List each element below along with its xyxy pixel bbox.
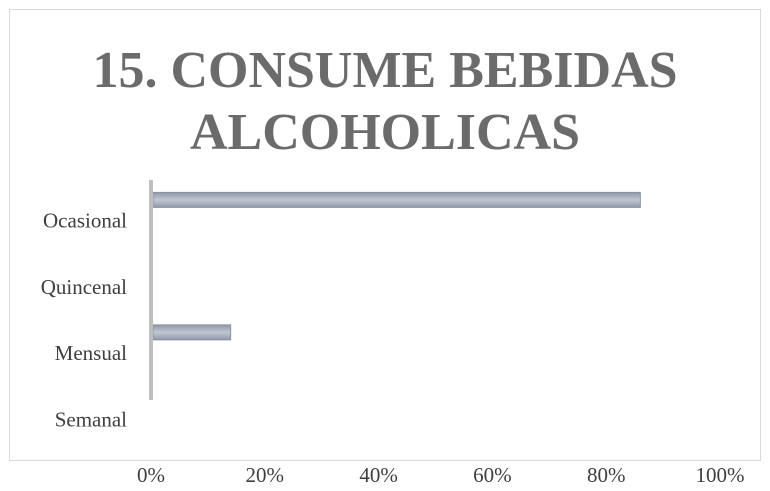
x-tick-label: 80% (587, 463, 626, 487)
category-label: Quincenal (41, 275, 127, 299)
x-tick-label: 100% (696, 463, 745, 487)
x-tick-label: 0% (137, 463, 165, 487)
chart-title-line: 15. CONSUME BEBIDAS (92, 42, 678, 99)
x-tick-label: 20% (246, 463, 285, 487)
category-label: Mensual (55, 341, 127, 365)
category-label: Ocasional (43, 209, 127, 233)
chart-title: 15. CONSUME BEBIDAS ALCOHOLICAS (0, 40, 770, 164)
x-tick-label: 40% (359, 463, 398, 487)
category-label: Semanal (55, 407, 127, 431)
bar-mensual (152, 324, 232, 341)
chart-title-line: ALCOHOLICAS (189, 104, 581, 161)
bar-ocasional (152, 191, 641, 208)
chart-frame (9, 9, 761, 461)
x-tick-label: 60% (473, 463, 512, 487)
